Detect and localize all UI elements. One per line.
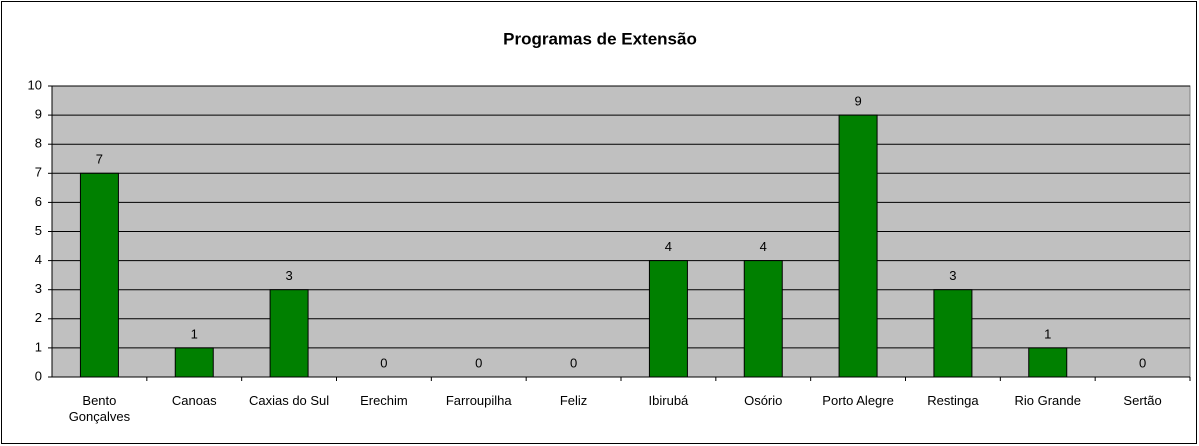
y-tick-label: 3 xyxy=(35,281,42,296)
y-tick-label: 4 xyxy=(35,252,42,267)
x-tick-label: Caxias do Sul xyxy=(248,393,330,408)
data-label: 0 xyxy=(570,355,577,370)
data-label: 0 xyxy=(475,355,482,370)
y-tick-label: 6 xyxy=(35,194,42,209)
y-tick-label: 0 xyxy=(35,368,42,383)
x-tick-label: Farroupilha xyxy=(445,393,512,408)
data-label: 0 xyxy=(380,355,387,370)
data-label: 7 xyxy=(96,152,103,167)
x-tick-label: Rio Grande xyxy=(1014,393,1081,408)
y-tick-label: 7 xyxy=(35,165,42,180)
x-tick-label: Porto Alegre xyxy=(822,393,894,408)
y-tick-label: 1 xyxy=(35,339,42,354)
y-tick-label: 10 xyxy=(28,77,42,92)
x-tick-label: Erechim xyxy=(360,393,408,408)
bar xyxy=(79,172,119,378)
y-tick-label: 9 xyxy=(35,107,42,122)
x-tick-label: Canoas xyxy=(171,393,217,408)
bar xyxy=(1028,347,1068,378)
data-label: 9 xyxy=(854,94,861,109)
bar xyxy=(933,289,973,378)
y-tick-label: 2 xyxy=(35,310,42,325)
data-label: 4 xyxy=(665,239,672,254)
bar xyxy=(269,289,309,378)
x-tick-label: Osório xyxy=(744,393,783,408)
x-tick-label: Ibirubá xyxy=(648,393,689,408)
x-tick-label: Restinga xyxy=(927,393,979,408)
bar xyxy=(174,347,214,378)
x-tick-label: Bento Gonçalves xyxy=(68,393,131,424)
data-label: 1 xyxy=(191,326,198,341)
y-tick-label: 5 xyxy=(35,223,42,238)
data-label: 3 xyxy=(285,268,292,283)
bar xyxy=(743,260,783,378)
chart-title: Programas de Extensão xyxy=(503,29,697,48)
bar xyxy=(648,260,688,378)
data-label: 0 xyxy=(1139,355,1146,370)
data-label: 1 xyxy=(1044,326,1051,341)
x-tick-label: Sertão xyxy=(1123,393,1162,408)
bar xyxy=(838,114,878,378)
data-label: 4 xyxy=(760,239,767,254)
y-tick-label: 8 xyxy=(35,136,42,151)
x-tick-label: Feliz xyxy=(559,393,588,408)
data-label: 3 xyxy=(949,268,956,283)
